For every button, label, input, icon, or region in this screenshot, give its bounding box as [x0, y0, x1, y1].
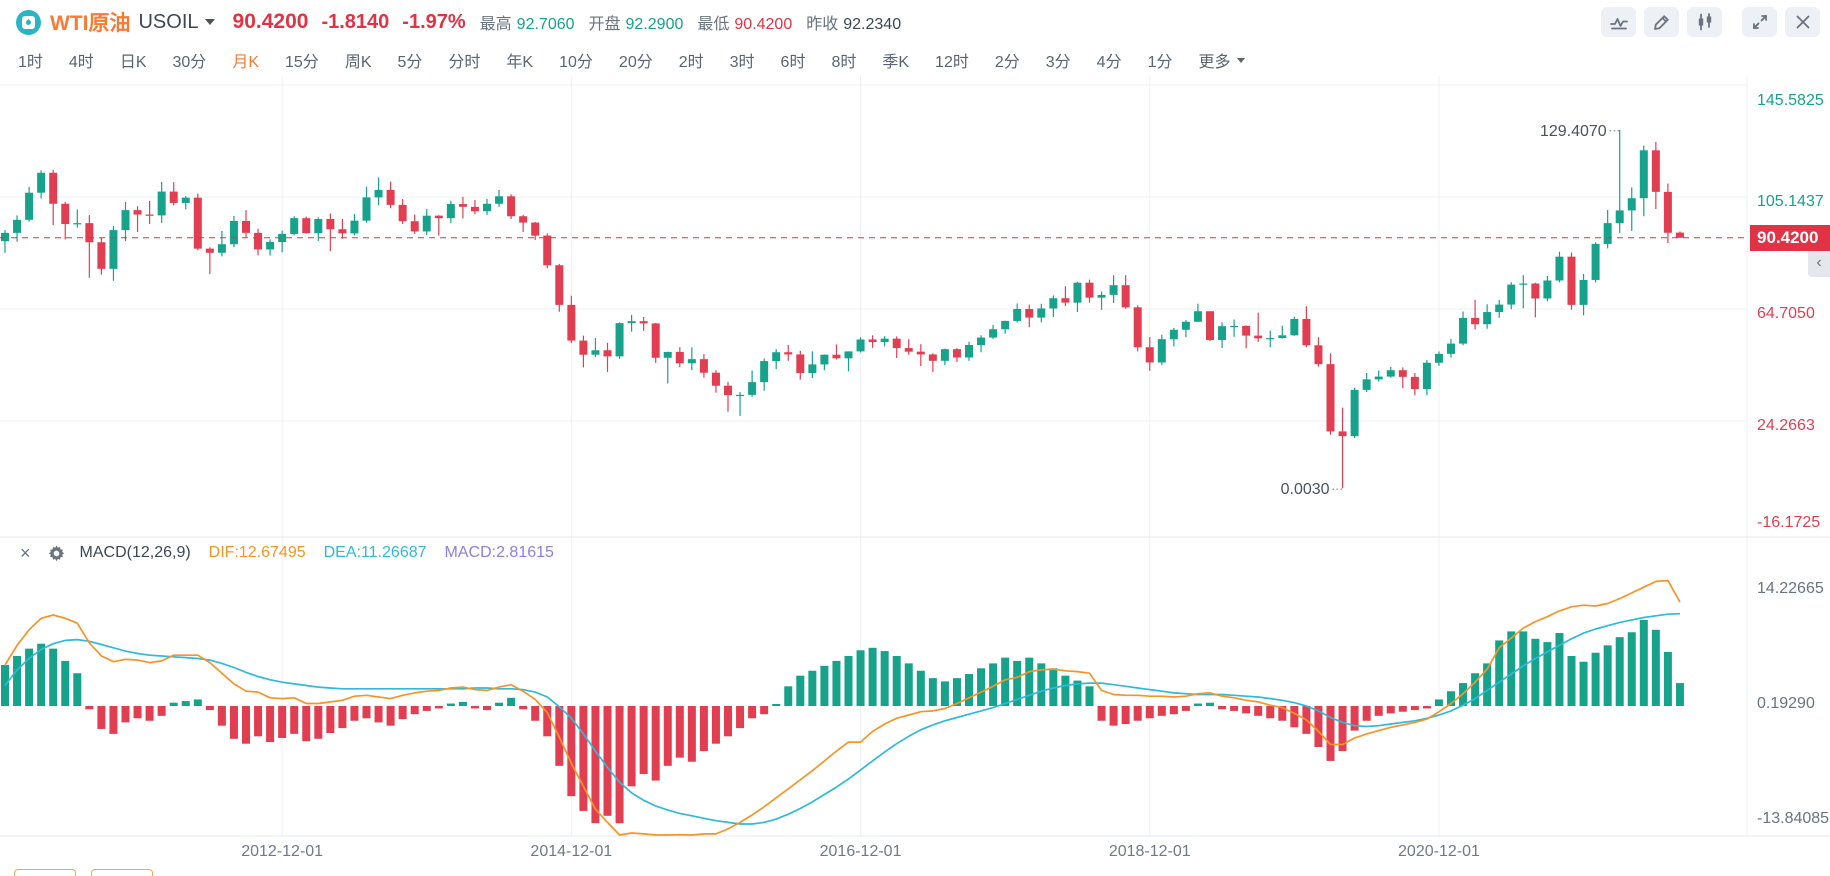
tab-15分[interactable]: 15分 [285, 54, 319, 71]
macd-name-label: MACD(12,26,9) [79, 544, 191, 561]
macd-dea-value: DEA:11.26687 [323, 544, 427, 561]
macd-histogram [1, 619, 1684, 824]
chevron-down-icon [1236, 57, 1245, 63]
macd-dif-value: DIF:12.67495 [208, 544, 306, 561]
tab-10分[interactable]: 10分 [559, 54, 593, 71]
tab-1时[interactable]: 1时 [18, 54, 43, 71]
tab-8时[interactable]: 8时 [831, 54, 857, 71]
dea-line [4, 612, 1681, 825]
tab-more-label: 更多 [1198, 54, 1231, 71]
tab-3分[interactable]: 3分 [1045, 54, 1071, 71]
svg-text:129.4070: 129.4070 [1540, 123, 1607, 140]
macd-settings-gear-icon[interactable] [47, 544, 66, 563]
close-icon[interactable] [1785, 7, 1820, 37]
tab-1分[interactable]: 1分 [1147, 54, 1173, 71]
header-toolbar [1601, 7, 1820, 37]
price-axis-label: 24.2663 [1757, 416, 1815, 434]
bottom-left-stub-button-2[interactable] [91, 869, 153, 876]
gridlines [0, 76, 1830, 837]
stat-3: 昨收 92.2340 [806, 10, 901, 34]
stat-1: 开盘 92.2900 [589, 10, 684, 34]
macd-hist-value: MACD:2.81615 [444, 544, 554, 561]
date-axis-label: 2018-12-01 [1108, 843, 1191, 860]
macd-axis-label: 14.22665 [1757, 580, 1824, 598]
current-price-badge: 90.4200 [1750, 224, 1830, 251]
stat-value: 92.2900 [625, 16, 684, 33]
tab-2时[interactable]: 2时 [678, 54, 704, 71]
price-axis-label: -16.1725 [1757, 513, 1821, 531]
collapse-panel-chevron-icon[interactable]: ‹ [1808, 248, 1830, 277]
tab-周K[interactable]: 周K [344, 54, 372, 71]
candlestick-series [1, 129, 1684, 489]
stat-label: 昨收 [806, 16, 839, 33]
symbol-name: WTI原油 [50, 12, 131, 35]
price-change: -1.8140 [321, 11, 390, 33]
symbol-dropdown-caret-icon[interactable] [204, 19, 215, 25]
fullscreen-icon[interactable] [1742, 7, 1777, 37]
pencil-edit-icon[interactable] [1644, 7, 1679, 37]
price-axis-label: 64.7050 [1757, 304, 1815, 322]
stat-value: 90.4200 [734, 16, 793, 33]
svg-text:0.0030: 0.0030 [1281, 481, 1330, 498]
price-change-percent: -1.97% [402, 11, 466, 33]
tab-2分[interactable]: 2分 [994, 54, 1020, 71]
macd-close-icon[interactable]: × [20, 543, 31, 563]
tab-季K[interactable]: 季K [882, 54, 910, 71]
tab-4分[interactable]: 4分 [1096, 54, 1122, 71]
date-axis-label: 2016-12-01 [819, 843, 902, 860]
bottom-left-stub-button-1[interactable] [14, 869, 76, 876]
tab-年K[interactable]: 年K [506, 54, 534, 71]
symbol-logo-icon [16, 9, 41, 35]
tab-12时[interactable]: 12时 [935, 54, 969, 71]
stat-value: 92.2340 [843, 16, 902, 33]
dif-line [4, 579, 1681, 836]
candlestick-icon[interactable] [1687, 7, 1722, 37]
tab-日K[interactable]: 日K [119, 54, 147, 71]
macd-axis-label: 0.19290 [1757, 695, 1815, 713]
stat-label: 最高 [479, 16, 512, 33]
date-axis-label: 2014-12-01 [530, 843, 613, 860]
tab-20分[interactable]: 20分 [618, 54, 653, 71]
tab-月K[interactable]: 月K [232, 54, 259, 71]
ohlc-stats: 最高 92.7060 开盘 92.2900 最低 90.4200 昨收 92.2340 [480, 10, 901, 34]
header-bar: WTI原油 USOIL 90.4200 -1.8140 -1.97% 最高 92.… [0, 0, 1830, 44]
timeframe-tabbar: 1时 4时 日K 30分 月K 15分 周K 5分 分时 年K 10分 20分 2时 3时 6时 8时 季K 12… [0, 44, 1830, 76]
stat-value: 92.7060 [516, 16, 575, 33]
indicator-line-icon[interactable] [1601, 7, 1636, 37]
tab-6时[interactable]: 6时 [780, 54, 806, 71]
tab-4时[interactable]: 4时 [68, 54, 94, 71]
macd-indicator-bar: × MACD(12,26,9) DIF:12.67495 DEA:11.2668… [0, 540, 554, 566]
tab-3时[interactable]: 3时 [729, 54, 755, 71]
price-annotations: 129.4070 0.0030 [1281, 123, 1620, 498]
last-price: 90.4200 [232, 10, 309, 33]
tab-5分[interactable]: 5分 [397, 54, 423, 71]
date-axis-label: 2020-12-01 [1398, 843, 1480, 860]
stat-label: 开盘 [588, 16, 621, 33]
tab-分时[interactable]: 分时 [448, 54, 481, 71]
tab-more[interactable]: 更多 [1198, 48, 1245, 72]
symbol-code: USOIL [138, 10, 199, 33]
price-axis-label: 105.1437 [1757, 192, 1824, 210]
price-group: 90.4200 -1.8140 -1.97% [233, 10, 466, 34]
tab-30分[interactable]: 30分 [172, 54, 207, 71]
stat-label: 最低 [697, 16, 730, 33]
macd-axis-label: -13.84085 [1757, 810, 1830, 828]
stat-2: 最低 90.4200 [697, 10, 792, 34]
stat-0: 最高 92.7060 [480, 10, 575, 34]
date-axis-label: 2012-12-01 [241, 843, 324, 860]
price-axis-label: 145.5825 [1757, 92, 1824, 109]
